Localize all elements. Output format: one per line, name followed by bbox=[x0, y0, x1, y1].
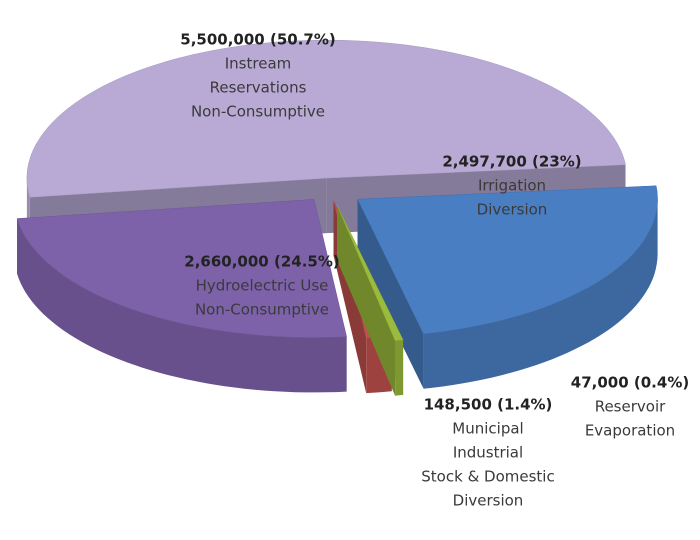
value-label: 2,497,700 (23%) bbox=[442, 153, 581, 171]
value-label: 47,000 (0.4%) bbox=[571, 374, 689, 392]
slice bbox=[336, 205, 404, 341]
value-label: 148,500 (1.4%) bbox=[424, 396, 553, 414]
slice-label: Stock & Domestic bbox=[421, 468, 554, 486]
slice-label: Diversion bbox=[453, 492, 524, 510]
slice-label: Reservoir bbox=[595, 398, 666, 416]
slice-label: Non-Consumptive bbox=[191, 103, 325, 121]
slice bbox=[26, 39, 626, 198]
slice-label: Hydroelectric Use bbox=[196, 277, 329, 295]
slice-wall bbox=[17, 218, 347, 393]
slice-label: Irrigation bbox=[478, 177, 546, 195]
slice bbox=[357, 185, 658, 335]
slice-label: Reservations bbox=[210, 79, 307, 97]
slice-label: Instream bbox=[225, 55, 292, 73]
slice-wall bbox=[423, 199, 658, 389]
slice-side bbox=[357, 199, 424, 389]
slice bbox=[16, 199, 347, 338]
slice-label: Municipal bbox=[452, 420, 523, 438]
slice-label: Evaporation bbox=[585, 422, 675, 440]
slice-wall bbox=[395, 339, 404, 396]
value-label: 2,660,000 (24.5%) bbox=[184, 253, 339, 271]
slice-side bbox=[337, 205, 396, 396]
slice-label: Industrial bbox=[453, 444, 523, 462]
slice-label: Diversion bbox=[477, 201, 548, 219]
value-label: 5,500,000 (50.7%) bbox=[180, 31, 335, 49]
slice-label: Non-Consumptive bbox=[195, 301, 329, 319]
